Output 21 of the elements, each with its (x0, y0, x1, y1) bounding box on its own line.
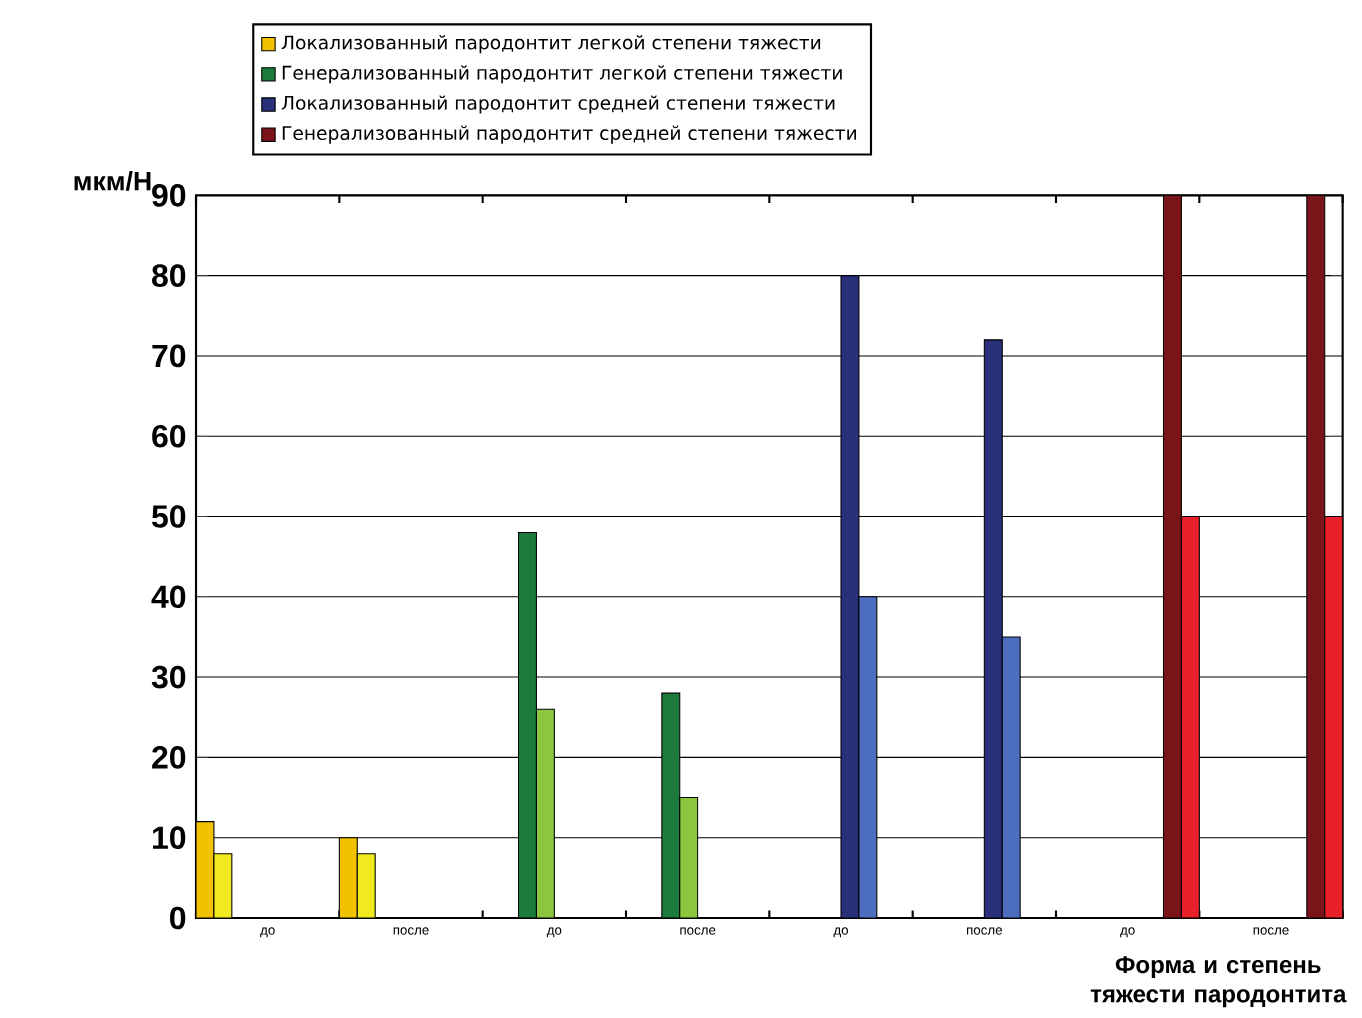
y-axis-title: мкм/Н (74, 170, 151, 191)
y-tick-label: 0 (170, 906, 186, 930)
y-tick-label: 70 (152, 344, 186, 368)
y-tick-label: 60 (152, 424, 186, 448)
bar (1306, 195, 1326, 918)
y-tick-label: 30 (151, 665, 186, 689)
legend-label: Генерализованный пародонтит средней степени тяжести (282, 125, 857, 144)
legend-label: Генерализованный пародонтит легкой степени тяжести (282, 65, 842, 84)
y-tick-label: 80 (152, 264, 186, 287)
y-tick-label: 20 (152, 746, 186, 769)
bar (661, 692, 681, 918)
x-axis-title: Форма и степень тяжести пародонтита (1090, 956, 1347, 1008)
bar (1162, 195, 1182, 918)
y-tick-label: 10 (153, 826, 186, 849)
y-tick-label: 90 (152, 184, 186, 207)
y-tick-label: 40 (151, 585, 186, 609)
legend-label: Локализованный пародонтит легкой степени тяжести (281, 35, 821, 54)
legend-label: Локализованный пародонтит средней степени тяжести (281, 95, 835, 114)
bar (983, 339, 1003, 918)
bar (517, 532, 537, 918)
y-tick-label: 50 (152, 505, 186, 528)
